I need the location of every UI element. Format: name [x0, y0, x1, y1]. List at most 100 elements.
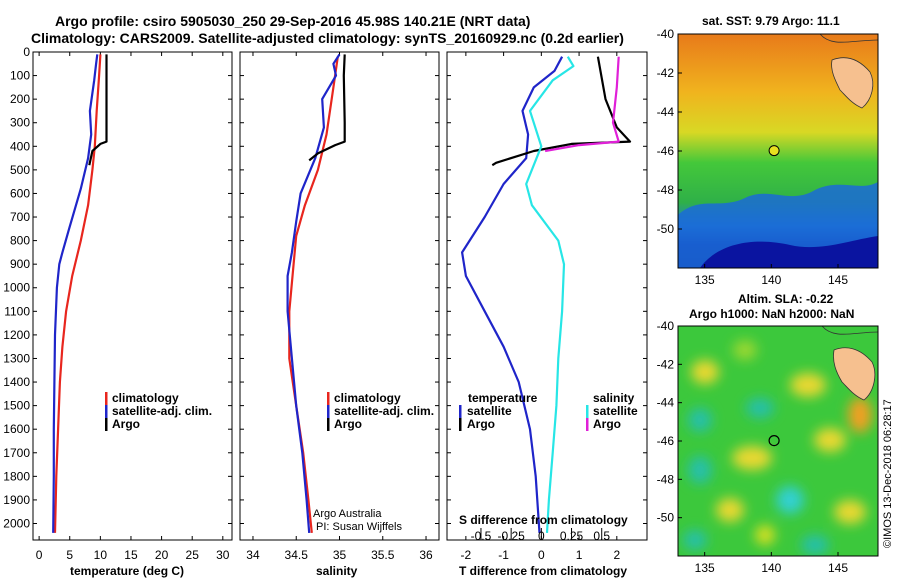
y-tick-label: 800	[10, 234, 30, 248]
x-tick-label: 0	[36, 548, 43, 562]
x-tick-label: 10	[94, 548, 108, 562]
s-difference-axis: -0.5 -0.25 0 0.25 0.5	[471, 528, 610, 543]
sst-map-axes: -40 -42 -44 -46 -48 -50 135 140 145	[657, 27, 849, 287]
title-line-2: Climatology: CARS2009. Satellite-adjuste…	[31, 30, 624, 46]
series-line-salinity-argo	[544, 56, 620, 153]
map-y-tick-label: -48	[657, 183, 675, 197]
argo-float-marker	[768, 435, 780, 447]
y-tick-label: 1000	[3, 281, 30, 295]
y-tick-label: 900	[10, 257, 30, 271]
y-tick-label: 1300	[3, 351, 30, 365]
sst-field	[678, 34, 878, 268]
x-tick-label: 2	[613, 548, 620, 562]
legend-temp-argo-label: Argo	[467, 417, 495, 431]
top-x-tick-label: 0.5	[593, 529, 610, 543]
t-difference-x-axis: -2 -1 0 1 2	[461, 52, 620, 562]
series-line-salinity-satellite	[525, 56, 575, 533]
x-tick-label: 0	[538, 548, 545, 562]
x-tick-label: 34.5	[285, 548, 309, 562]
y-tick-label: 1600	[3, 422, 30, 436]
t-difference-label: T difference from climatology	[459, 564, 627, 578]
map-y-tick-label: -50	[657, 511, 675, 525]
top-x-tick-label: 0.25	[560, 529, 584, 543]
legend-temp-argo-swatch	[459, 418, 462, 431]
difference-panel: -2 -1 0 1 2 -0.5 -0.25 0 0.25 0.5 S difference f…	[446, 51, 648, 578]
map-y-tick-label: -40	[657, 319, 675, 333]
x-tick-label: 30	[216, 548, 230, 562]
y-tick-label: 600	[10, 186, 30, 200]
legend-satellite-label: satellite-adj. clim.	[334, 404, 434, 418]
temperature-legend: climatology satellite-adj. clim. Argo	[105, 391, 212, 431]
salinity-panel: 34 34.5 35 35.5 36 salinity climatology sate…	[239, 51, 440, 578]
y-tick-label: 700	[10, 210, 30, 224]
x-tick-label: 25	[186, 548, 200, 562]
legend-climatology-label: climatology	[112, 391, 179, 405]
legend-climatology-label: climatology	[334, 391, 401, 405]
temperature-x-axis: 0 5 10 15 20 25 30	[36, 52, 230, 562]
legend-sal-satellite-swatch	[586, 405, 589, 418]
map-y-tick-label: -44	[657, 105, 675, 119]
map-x-tick-label: 140	[761, 561, 781, 575]
tasmania-landmass	[833, 347, 876, 401]
y-tick-label: 300	[10, 116, 30, 130]
legend-climatology-swatch	[327, 392, 330, 405]
altimetry-map-panel: Altim. SLA: -0.22 Argo h1000: NaN h2000:…	[657, 292, 879, 575]
credit-line-1: Argo Australia	[313, 508, 382, 520]
y-tick-label: 1100	[4, 304, 30, 318]
altimetry-map-title: Altim. SLA: -0.22	[738, 292, 834, 306]
legend-sal-satellite-label: satellite	[593, 404, 638, 418]
title-line-1: Argo profile: csiro 5905030_250 29-Sep-2…	[55, 13, 530, 29]
y-tick-label: 1500	[3, 399, 30, 413]
x-tick-label: 15	[124, 548, 138, 562]
series-line-satellite-adj-clim-	[286, 53, 341, 533]
imos-watermark: ©IMOS 13-Dec-2018 06:28:17	[882, 399, 894, 548]
y-tick-label: 200	[10, 92, 30, 106]
sst-map-title: sat. SST: 9.79 Argo: 11.1	[702, 14, 840, 28]
y-tick-label: 0	[23, 45, 30, 59]
y-tick-label: 1800	[3, 469, 30, 483]
map-y-tick-label: -44	[657, 396, 675, 410]
map-y-tick-label: -46	[657, 144, 675, 158]
legend-argo-swatch	[327, 418, 330, 431]
top-x-tick-label: -0.5	[471, 529, 492, 543]
map-x-tick-label: 135	[695, 273, 715, 287]
salinity-diff-legend: salinity satellite Argo	[586, 391, 638, 431]
map-y-tick-label: -50	[657, 222, 675, 236]
salinity-profiles	[286, 53, 346, 534]
x-tick-label: -1	[498, 548, 509, 562]
x-tick-label: 5	[66, 548, 73, 562]
temperature-profiles	[52, 54, 108, 533]
legend-climatology-swatch	[105, 392, 108, 405]
difference-depth-ticks	[447, 51, 647, 524]
sst-map-panel: sat. SST: 9.79 Argo: 11.1 -40-42-44-46-4…	[657, 14, 879, 287]
temperature-axes-frame	[32, 51, 233, 541]
sst-coldest-band	[700, 236, 878, 268]
altimetry-map-subtitle: Argo h1000: NaN h2000: NaN	[689, 307, 854, 321]
map-y-tick-label: -46	[657, 434, 675, 448]
map-y-tick-label: -40	[657, 27, 675, 41]
x-tick-label: 35	[333, 548, 347, 562]
y-tick-label: 1700	[3, 446, 30, 460]
legend-sal-argo-label: Argo	[593, 417, 621, 431]
y-tick-label: 2000	[3, 516, 30, 530]
map-x-tick-label: 145	[828, 561, 848, 575]
y-tick-label: 1400	[3, 375, 30, 389]
argo-float-marker	[768, 145, 780, 157]
top-x-tick-label: -0.25	[497, 529, 525, 543]
coastline	[819, 34, 878, 43]
difference-axes-frame	[446, 51, 648, 541]
legend-satellite-label: satellite-adj. clim.	[112, 404, 212, 418]
map-y-tick-label: -42	[657, 357, 675, 371]
legend-argo-swatch	[105, 418, 108, 431]
depth-axis: 0 100 200 300 400 500 600 700 800 900 1000 1100 1200…	[3, 45, 232, 530]
series-line-satellite-adj-clim-	[52, 54, 99, 533]
series-line-argo	[88, 54, 108, 166]
salinity-x-axis: 34 34.5 35 35.5 36	[246, 52, 433, 562]
x-tick-label: 35.5	[371, 548, 395, 562]
legend-argo-label: Argo	[112, 417, 140, 431]
tasmania-landmass	[831, 57, 874, 109]
legend-temp-satellite-label: satellite	[467, 404, 512, 418]
coastline	[821, 326, 878, 335]
s-difference-label: S difference from climatology	[459, 513, 628, 527]
